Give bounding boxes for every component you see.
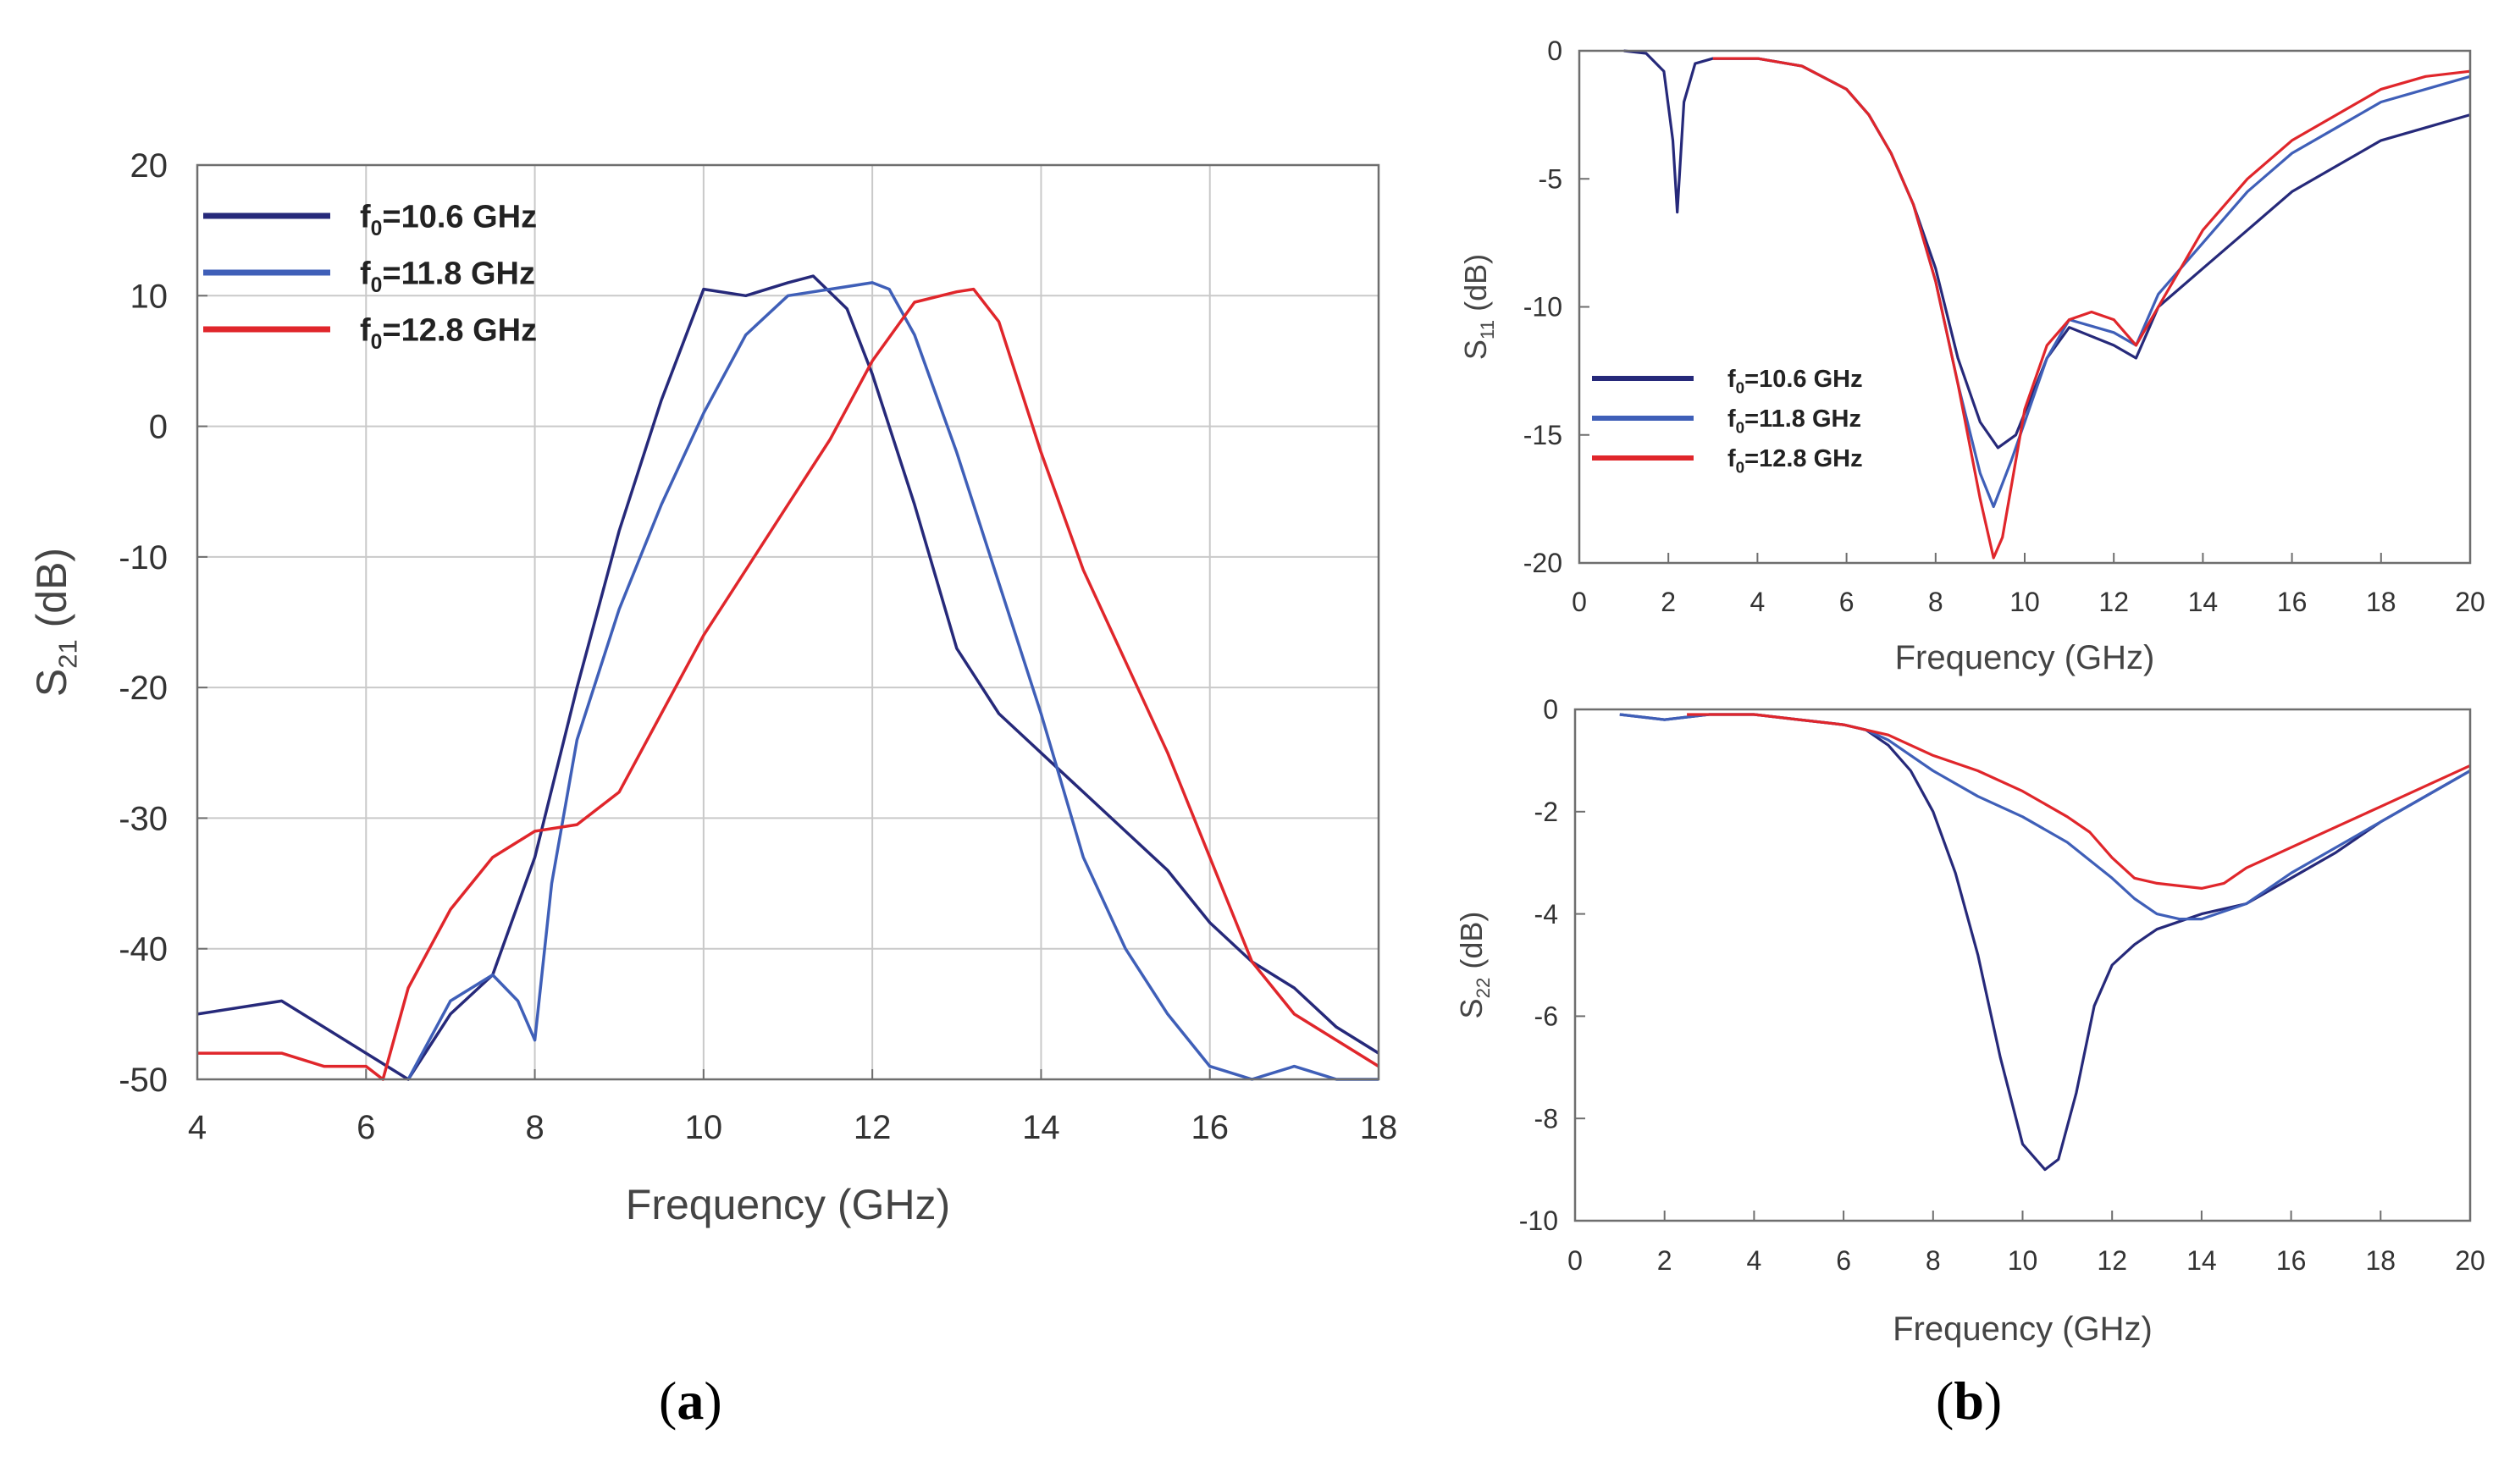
chart-b2: 0 2 4 6 8 10 12 14 16 18 20 -10 -8 -6 -4 -2 0 Frequency (… (1454, 694, 2485, 1348)
series-line-3 (1687, 713, 2470, 890)
x-tick-label: 2 (1661, 587, 1676, 617)
x-tick-label: 14 (1022, 1109, 1060, 1146)
y-tick-label: 20 (130, 147, 169, 185)
y-axis-label: S21 (dB) (28, 548, 83, 697)
chart-b1: 0 2 4 6 8 10 12 14 16 18 20 -20 -15 -10 -5 0 Frequency (… (1458, 36, 2485, 676)
y-axis-label: S11 (dB) (1458, 254, 1498, 360)
x-tick-label: 8 (525, 1109, 544, 1146)
x-tick-label: 8 (1926, 1245, 1941, 1276)
legend-label-3: f0=12.8 GHz (1727, 445, 1863, 476)
x-tick-label: 10 (2008, 1245, 2038, 1276)
x-tick-label: 0 (1567, 1245, 1583, 1276)
series-line-1 (197, 274, 1379, 1081)
legend: f0=10.6 GHz f0=11.8 GHz f0=12.8 GHz (203, 199, 537, 354)
y-tick-label: 0 (1543, 694, 1558, 725)
x-tick-label: 12 (854, 1109, 892, 1146)
legend-label-2: f0=11.8 GHz (360, 256, 535, 297)
y-tick-label: -15 (1523, 420, 1562, 450)
x-tick-label: 16 (1191, 1109, 1229, 1146)
chart-a: 4 6 8 10 12 14 16 18 -50 -40 -30 -20 -10 0 10 20 Frequen… (28, 147, 1397, 1228)
legend-label-2: f0=11.8 GHz (1727, 405, 1861, 436)
x-tick-label: 20 (2455, 587, 2485, 617)
series-group (197, 274, 1379, 1081)
y-tick-label: -50 (119, 1062, 168, 1099)
x-tick-label: 8 (1928, 587, 1943, 617)
series-group (1623, 49, 2470, 560)
x-tick-label: 18 (2366, 1245, 2396, 1276)
x-tick-label: 4 (188, 1109, 207, 1146)
x-tick-label: 16 (2277, 587, 2308, 617)
y-tick-label: 0 (1547, 36, 1562, 66)
x-tick-label: 20 (2455, 1245, 2485, 1276)
x-tick-label: 12 (2097, 1245, 2127, 1276)
panel-a-label: (a) (659, 1371, 722, 1431)
legend-label-1: f0=10.6 GHz (360, 199, 537, 240)
series-group (1619, 713, 2470, 1172)
x-tick-label: 6 (357, 1109, 375, 1146)
y-tick-label: -10 (1519, 1205, 1558, 1236)
x-tick-label: 18 (1360, 1109, 1398, 1146)
y-tick-label: -40 (119, 931, 168, 968)
x-tick-label: 4 (1750, 587, 1766, 617)
legend: f0=10.6 GHz f0=11.8 GHz f0=12.8 GHz (1592, 366, 1863, 476)
y-tick-label: 10 (130, 278, 169, 315)
x-tick-label: 0 (1572, 587, 1587, 617)
series-line-3 (1712, 57, 2470, 560)
x-tick-label: 14 (2188, 587, 2219, 617)
panel-b-label: (b) (1936, 1371, 2003, 1431)
y-axis-label: S22 (dB) (1454, 912, 1494, 1019)
y-tick-label: -20 (1523, 548, 1562, 578)
x-axis-label: Frequency (GHz) (1895, 639, 2155, 676)
x-tick-label: 6 (1839, 587, 1855, 617)
series-line-2 (1619, 713, 2470, 921)
x-tick-label: 18 (2366, 587, 2396, 617)
series-line-1 (1619, 713, 2470, 1172)
y-tick-label: -10 (119, 539, 168, 576)
x-tick-label: 10 (2009, 587, 2040, 617)
y-tick-label: -10 (1523, 292, 1562, 323)
x-axis-label: Frequency (GHz) (626, 1181, 950, 1228)
y-tick-label: -5 (1539, 163, 1562, 194)
plot-frame (196, 163, 1380, 1081)
x-axis-label: Frequency (GHz) (1893, 1310, 2153, 1348)
y-tick-label: 0 (149, 409, 168, 446)
series-line-1 (1623, 49, 2470, 450)
y-tick-label: -30 (119, 800, 168, 837)
x-tick-label: 4 (1747, 1245, 1762, 1276)
x-tick-label: 16 (2276, 1245, 2307, 1276)
x-tick-label: 12 (2098, 587, 2129, 617)
y-tick-label: -20 (119, 670, 168, 707)
legend-label-3: f0=12.8 GHz (360, 312, 537, 354)
y-tick-label: -2 (1534, 797, 1558, 827)
x-tick-label: 2 (1657, 1245, 1672, 1276)
y-tick-label: -4 (1534, 899, 1558, 930)
x-tick-label: 10 (685, 1109, 723, 1146)
series-line-2 (1712, 57, 2470, 509)
x-tick-label: 6 (1836, 1245, 1851, 1276)
y-tick-label: -6 (1534, 1001, 1558, 1032)
x-tick-label: 14 (2186, 1245, 2217, 1276)
legend-label-1: f0=10.6 GHz (1727, 366, 1863, 396)
series-line-3 (197, 287, 1379, 1081)
y-tick-label: -8 (1534, 1103, 1558, 1134)
series-line-2 (406, 281, 1379, 1081)
